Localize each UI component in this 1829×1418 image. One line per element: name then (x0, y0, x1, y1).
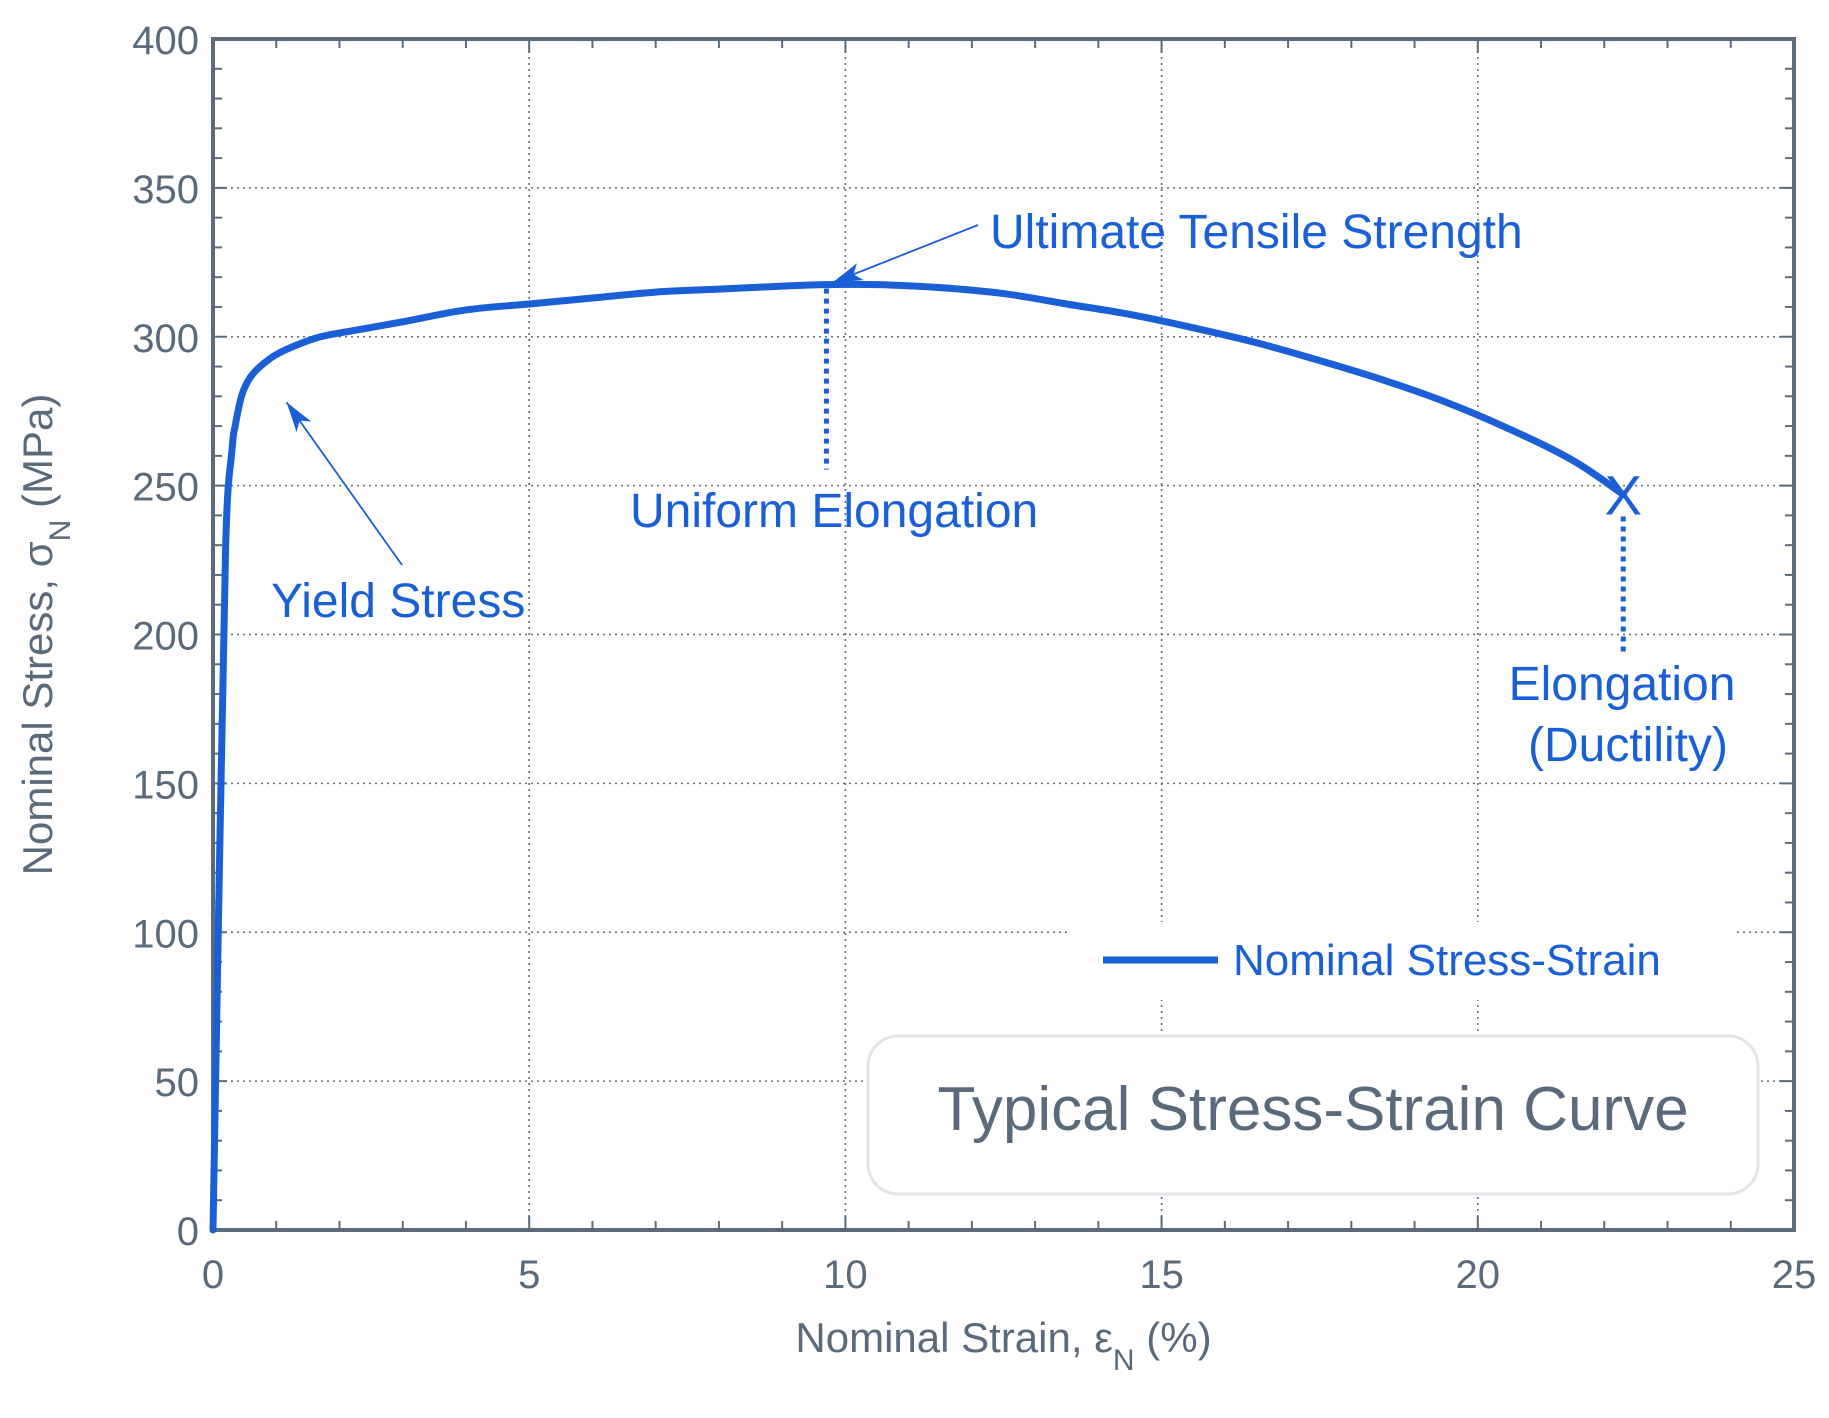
uts-arrow-head (832, 263, 864, 283)
fracture-marker: X (1605, 464, 1642, 527)
legend-label: Nominal Stress-Strain (1233, 936, 1661, 985)
ticks-layer (211, 37, 1796, 1232)
series-line (209, 280, 1627, 1234)
y-tick-label: 250 (132, 466, 199, 510)
y-tick-label: 50 (155, 1061, 200, 1105)
title-box-layer: Typical Stress-Strain Curve (866, 1034, 1760, 1196)
y-tick-label: 400 (132, 19, 199, 63)
y-axis-title-unit: (MPa) (14, 394, 61, 520)
y-tick-label: 200 (132, 615, 199, 659)
annotation-text-layer: X Ultimate Tensile Strength Uniform Elonga… (271, 206, 1735, 772)
y-tick-label: 300 (132, 317, 199, 361)
x-axis-title-symbol: ε (1094, 1314, 1113, 1361)
x-tick-label: 5 (518, 1253, 540, 1297)
y-tick-label: 150 (132, 763, 199, 807)
title-box (866, 1034, 1760, 1196)
chart-title: Typical Stress-Strain Curve (937, 1075, 1688, 1144)
annotation-lines-layer (823, 288, 1626, 655)
yield-arrow-head (286, 402, 312, 432)
uts-arrow-shaft (832, 224, 979, 284)
x-tick-label: 0 (202, 1253, 224, 1297)
x-axis-title-unit: (%) (1135, 1314, 1212, 1361)
x-axis-title-main: Nominal Strain, (795, 1314, 1094, 1361)
annotation-ultimate-tensile-strength: Ultimate Tensile Strength (990, 206, 1523, 259)
y-tick-label: 350 (132, 168, 199, 212)
annotation-yield-stress: Yield Stress (271, 575, 525, 628)
y-axis-title: Nominal Stress, σN (MPa) (14, 394, 77, 876)
y-axis-title-subscript: N (44, 520, 77, 542)
annotation-uniform-elongation: Uniform Elongation (630, 485, 1038, 538)
x-tick-label: 20 (1456, 1253, 1501, 1297)
series-layer (209, 280, 1627, 1234)
y-tick-label: 0 (177, 1210, 199, 1254)
x-tick-label: 25 (1772, 1253, 1817, 1297)
y-axis-title-group: Nominal Stress, σN (MPa) (14, 394, 77, 876)
axis-titles-layer: Nominal Strain, εN (%)Nominal Stress, σN… (14, 394, 1212, 1377)
yield-arrow-shaft (285, 401, 403, 566)
y-axis-title-main: Nominal Stress, (14, 567, 61, 875)
x-axis-title: Nominal Strain, εN (%) (795, 1314, 1211, 1377)
x-tick-label: 10 (823, 1253, 868, 1297)
annotation-elongation: Elongation (1509, 658, 1736, 711)
grid-layer (213, 39, 1794, 1230)
legend: Nominal Stress-Strain (1068, 922, 1734, 1000)
annotation-ductility: (Ductility) (1528, 719, 1728, 772)
plot-frame (211, 37, 1796, 1232)
y-tick-label: 100 (132, 912, 199, 956)
x-axis-title-subscript: N (1113, 1344, 1135, 1377)
y-axis-title-symbol: σ (14, 541, 61, 567)
x-tick-label: 15 (1139, 1253, 1184, 1297)
